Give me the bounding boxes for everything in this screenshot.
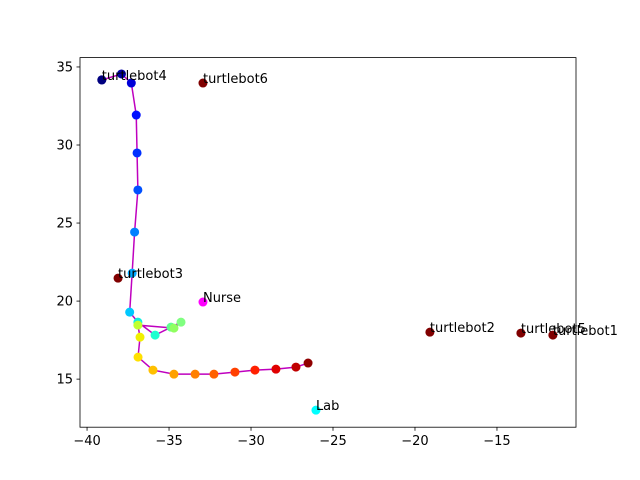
path-point: [125, 307, 135, 317]
path-point: [126, 78, 136, 88]
landmark-point: [113, 273, 123, 283]
landmark-label: turtlebot1: [553, 324, 618, 339]
axes-frame: [79, 57, 577, 428]
landmark-label: turtlebot4: [102, 69, 167, 84]
path-point: [271, 364, 281, 374]
path-point: [133, 185, 143, 195]
y-tick-label: 35: [56, 60, 73, 75]
y-tick-label: 20: [56, 295, 73, 310]
path-point: [169, 323, 179, 333]
path-point: [131, 110, 141, 120]
x-tick-label: −35: [155, 434, 182, 449]
path-point: [169, 369, 179, 379]
landmark-label: turtlebot5: [521, 322, 586, 337]
path-point: [150, 330, 160, 340]
landmark-point: [198, 297, 208, 307]
path-point: [250, 365, 260, 375]
landmark-label: Lab: [316, 399, 339, 414]
path-point: [133, 320, 143, 330]
landmark-point: [425, 327, 435, 337]
x-tick-label: −20: [401, 434, 428, 449]
path-point: [127, 268, 137, 278]
path-point: [148, 365, 158, 375]
path-point: [176, 317, 186, 327]
path-point: [190, 369, 200, 379]
x-tick-label: −30: [237, 434, 264, 449]
landmark-label: turtlebot6: [203, 72, 268, 87]
path-point: [130, 227, 140, 237]
x-tick-label: −15: [483, 434, 510, 449]
y-tick-label: 15: [56, 373, 73, 388]
path-point: [303, 358, 313, 368]
path-point: [133, 352, 143, 362]
landmark-point: [516, 328, 526, 338]
landmark-point: [548, 330, 558, 340]
path-point: [230, 367, 240, 377]
landmark-label: turtlebot3: [118, 267, 183, 282]
landmark-point: [311, 405, 321, 415]
y-tick-label: 25: [56, 217, 73, 232]
landmark-point: [97, 75, 107, 85]
y-tick-label: 30: [56, 139, 73, 154]
path-point: [291, 362, 301, 372]
path-point: [135, 332, 145, 342]
path-point: [132, 148, 142, 158]
x-tick-label: −40: [73, 434, 100, 449]
landmark-label: Nurse: [203, 291, 241, 306]
path-point: [209, 369, 219, 379]
path-point: [116, 69, 126, 79]
landmark-label: turtlebot2: [430, 321, 495, 336]
landmark-point: [198, 78, 208, 88]
x-tick-label: −25: [319, 434, 346, 449]
path-line: [101, 73, 309, 375]
